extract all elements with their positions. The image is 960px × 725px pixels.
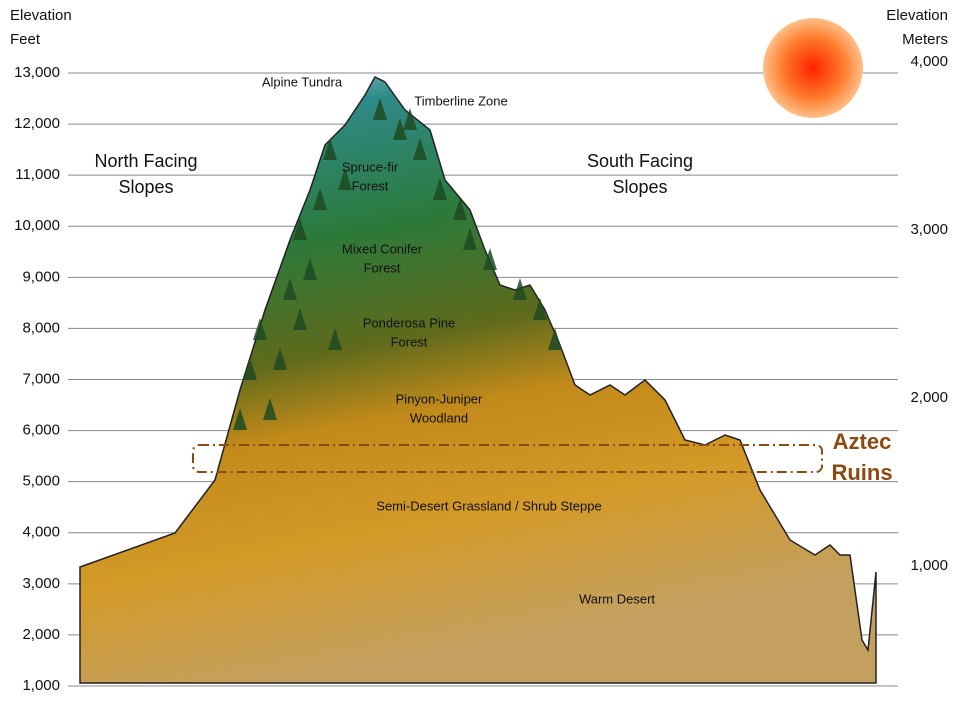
left-tick-label: 7,000 bbox=[22, 370, 60, 387]
tree bbox=[338, 168, 352, 190]
tree bbox=[233, 408, 247, 430]
zone-label: Mixed Conifer bbox=[342, 241, 423, 256]
right-axis-title: Meters bbox=[902, 31, 948, 48]
right-tick-label: 4,000 bbox=[910, 53, 948, 70]
zone-label: Woodland bbox=[410, 410, 468, 425]
left-tick-label: 4,000 bbox=[22, 524, 60, 541]
tree bbox=[283, 278, 297, 300]
zone-label: Forest bbox=[352, 178, 389, 193]
tree bbox=[513, 278, 527, 300]
zone-label: Ponderosa Pine bbox=[363, 315, 456, 330]
left-tick-label: 12,000 bbox=[14, 115, 60, 132]
slope-label: Slopes bbox=[612, 177, 667, 197]
zone-label: Alpine Tundra bbox=[262, 74, 343, 89]
tree bbox=[303, 258, 317, 280]
right-axis-title: Elevation bbox=[886, 7, 948, 24]
tree bbox=[413, 138, 427, 160]
left-tick-label: 10,000 bbox=[14, 217, 60, 234]
right-tick-label: 3,000 bbox=[910, 221, 948, 238]
tree bbox=[548, 328, 562, 350]
tree bbox=[533, 298, 547, 320]
right-tick-label: 2,000 bbox=[910, 389, 948, 406]
tree bbox=[323, 138, 337, 160]
site-label: Ruins bbox=[831, 460, 892, 485]
tree bbox=[373, 98, 387, 120]
mountain bbox=[79, 76, 877, 684]
right-tick-label: 1,000 bbox=[910, 557, 948, 574]
zone-label: Semi-Desert Grassland / Shrub Steppe bbox=[376, 498, 601, 513]
zone-label: Timberline Zone bbox=[414, 93, 507, 108]
zone-label: Pinyon-Juniper bbox=[396, 391, 483, 406]
tree bbox=[263, 398, 277, 420]
tree bbox=[463, 228, 477, 250]
left-tick-label: 5,000 bbox=[22, 473, 60, 490]
left-tick-label: 6,000 bbox=[22, 422, 60, 439]
tree bbox=[253, 318, 267, 340]
zone-label: Warm Desert bbox=[579, 591, 655, 606]
zone-label: Forest bbox=[391, 334, 428, 349]
left-tick-label: 3,000 bbox=[22, 575, 60, 592]
ruins-band bbox=[192, 444, 823, 473]
slope-label: South Facing bbox=[587, 151, 693, 171]
tree bbox=[243, 358, 257, 380]
tree bbox=[403, 108, 417, 130]
left-tick-label: 9,000 bbox=[22, 268, 60, 285]
tree bbox=[433, 178, 447, 200]
tree bbox=[483, 248, 497, 270]
left-tick-label: 13,000 bbox=[14, 64, 60, 81]
tree bbox=[328, 328, 342, 350]
tree bbox=[293, 308, 307, 330]
slope-label: North Facing bbox=[94, 151, 197, 171]
sun bbox=[763, 18, 863, 118]
left-tick-label: 8,000 bbox=[22, 319, 60, 336]
left-axis-title: Feet bbox=[10, 31, 41, 48]
site-label: Aztec bbox=[833, 429, 892, 454]
tree bbox=[293, 218, 307, 240]
tree bbox=[453, 198, 467, 220]
slope-label: Slopes bbox=[118, 177, 173, 197]
left-tick-label: 1,000 bbox=[22, 677, 60, 694]
tree bbox=[393, 118, 407, 140]
left-axis-title: Elevation bbox=[10, 7, 72, 24]
tree bbox=[273, 348, 287, 370]
zone-label: Spruce-fir bbox=[342, 159, 399, 174]
left-tick-label: 2,000 bbox=[22, 626, 60, 643]
left-tick-label: 11,000 bbox=[15, 166, 60, 183]
tree bbox=[313, 188, 327, 210]
zone-label: Forest bbox=[364, 260, 401, 275]
